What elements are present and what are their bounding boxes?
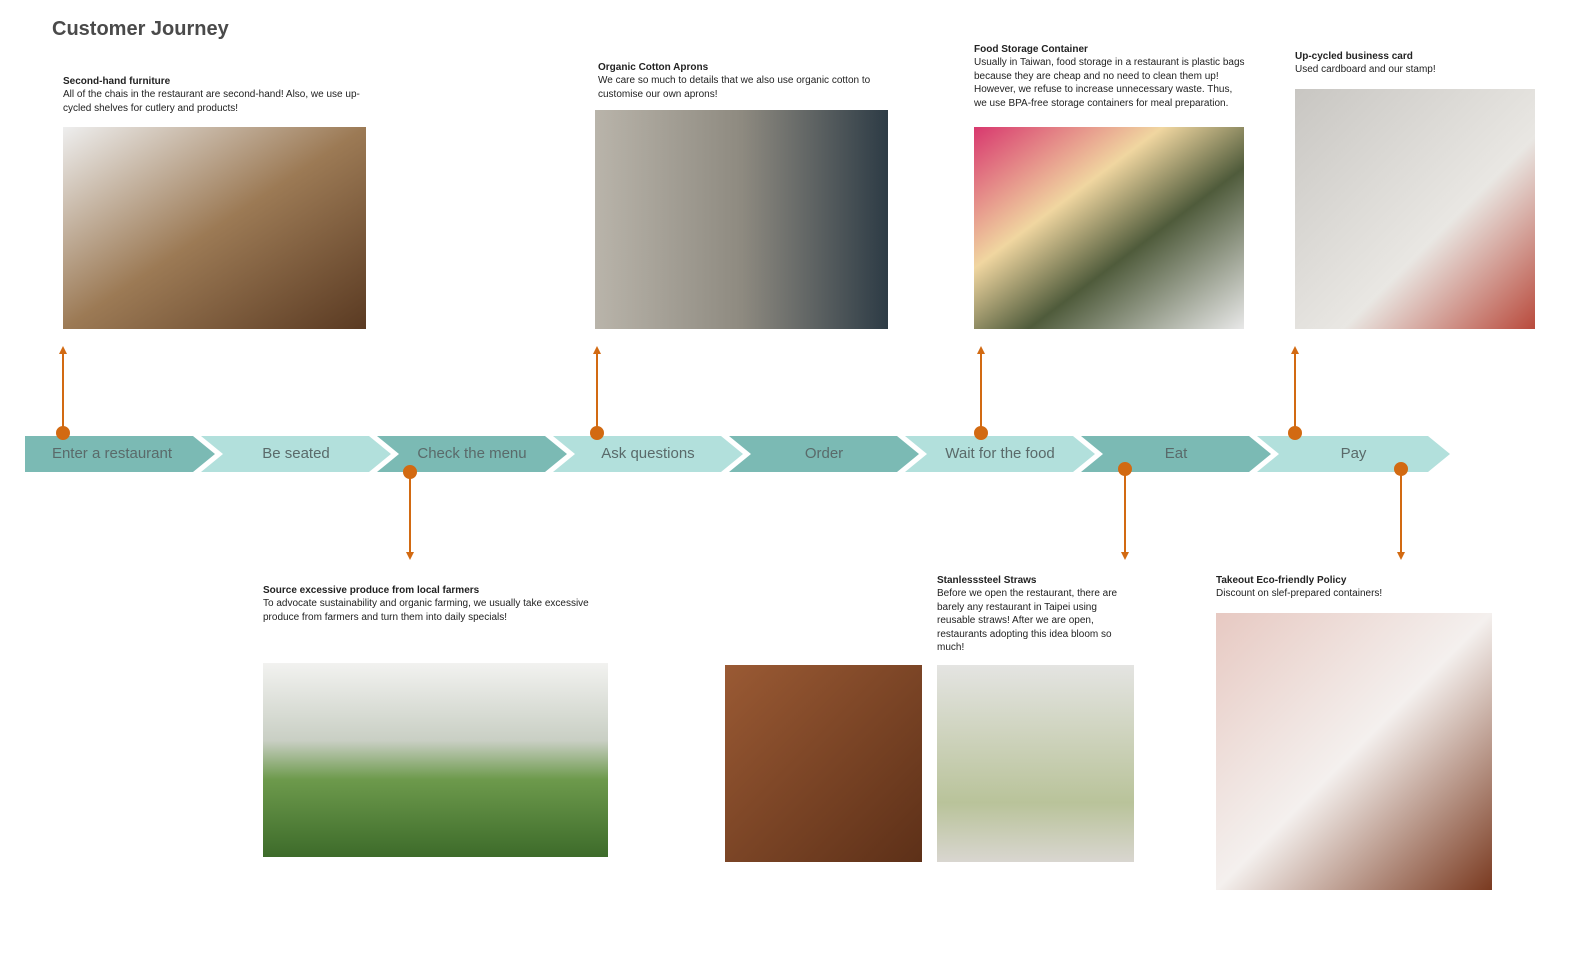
dot <box>1118 462 1132 476</box>
photo <box>974 127 1244 329</box>
step-label: Wait for the food <box>945 445 1055 462</box>
photo <box>1216 613 1492 890</box>
note: Up-cycled business card Used cardboard an… <box>1295 50 1535 77</box>
photo <box>725 665 922 862</box>
step-chevron <box>553 436 743 472</box>
note: Takeout Eco-friendly Policy Discount on s… <box>1216 574 1486 601</box>
note-body: Discount on slef-prepared containers! <box>1216 588 1383 600</box>
dot <box>56 426 70 440</box>
note: Food Storage Container Usually in Taiwan,… <box>974 43 1246 110</box>
connectors <box>56 346 1408 560</box>
note: Organic Cotton Aprons We care so much to … <box>598 61 883 101</box>
note-body: Usually in Taiwan, food storage in a res… <box>974 57 1245 109</box>
dot <box>974 426 988 440</box>
dot <box>1288 426 1302 440</box>
dot <box>403 465 417 479</box>
dot <box>590 426 604 440</box>
step-chevron <box>377 436 567 472</box>
note-title: Second-hand furniture <box>63 76 171 87</box>
note-title: Food Storage Container <box>974 44 1088 55</box>
note: Source excessive produce from local farm… <box>263 584 593 624</box>
timeline: Enter a restaurant Be seated Check the men… <box>25 436 1450 472</box>
photo <box>937 665 1134 862</box>
dot <box>1394 462 1408 476</box>
step-label: Pay <box>1341 445 1367 462</box>
step-chevron <box>905 436 1095 472</box>
step-label: Eat <box>1165 445 1188 462</box>
note-title: Source excessive produce from local farm… <box>263 585 480 596</box>
note: Second-hand furniture All of the chais in… <box>63 75 363 115</box>
note-body: Used cardboard and our stamp! <box>1295 64 1436 76</box>
note-title: Takeout Eco-friendly Policy <box>1216 575 1347 586</box>
photo <box>595 110 888 329</box>
note-body: Before we open the restaurant, there are… <box>937 588 1118 654</box>
page-title: Customer Journey <box>52 18 229 40</box>
note: Stanlesssteel Straws Before we open the r… <box>937 574 1122 654</box>
note-title: Organic Cotton Aprons <box>598 62 709 73</box>
note-title: Up-cycled business card <box>1295 51 1413 62</box>
photo <box>1295 89 1535 329</box>
step-label: Ask questions <box>601 445 694 462</box>
photo <box>63 127 366 329</box>
photo <box>263 663 608 857</box>
step-chevron <box>729 436 919 472</box>
step-label: Be seated <box>262 445 330 462</box>
step-label: Order <box>805 445 843 462</box>
photos <box>63 89 1535 890</box>
note-title: Stanlesssteel Straws <box>937 575 1037 586</box>
note-body: To advocate sustainability and organic f… <box>263 598 589 623</box>
note-body: All of the chais in the restaurant are s… <box>63 89 360 114</box>
step-label: Check the menu <box>417 445 526 462</box>
step-chevron <box>25 436 215 472</box>
step-chevron <box>201 436 391 472</box>
note-body: We care so much to details that we also … <box>598 75 871 100</box>
step-label: Enter a restaurant <box>52 445 173 462</box>
